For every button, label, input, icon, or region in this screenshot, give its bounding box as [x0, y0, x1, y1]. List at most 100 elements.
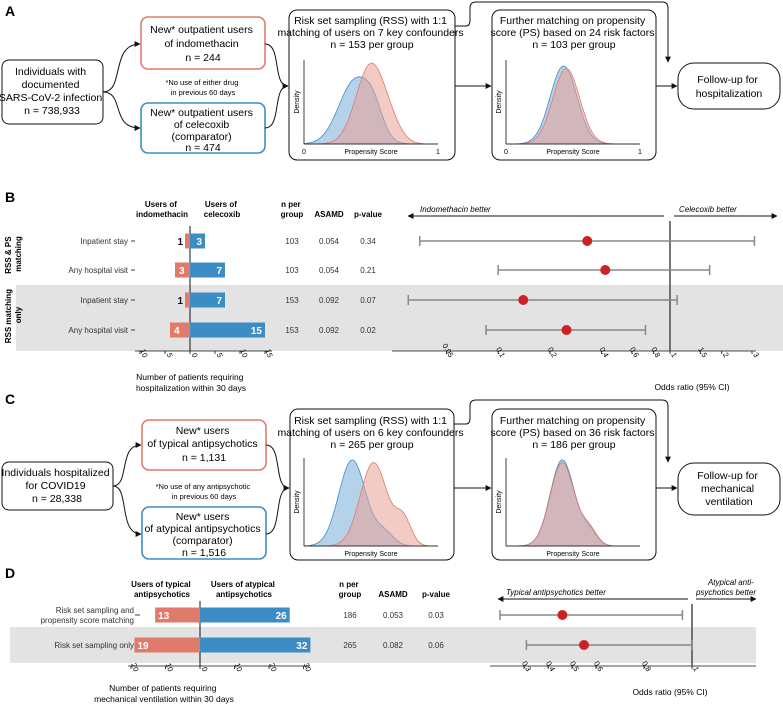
b-row-asamd: 0.092: [319, 296, 340, 305]
b-bar-comparator: [190, 292, 225, 308]
b-rss-only-band: [16, 285, 783, 351]
panel-b-letter: B: [5, 189, 15, 205]
b-bar-tick-label: 10: [138, 348, 149, 359]
d-row-asamd: 0.053: [383, 611, 404, 620]
b-bar-axis-label: Number of patients requiring hospitaliza…: [136, 372, 246, 393]
a-exposure-box: [140, 16, 266, 70]
b-bar-exposure-value: 1: [177, 296, 183, 307]
density-x-label: Propensity Score: [344, 149, 397, 156]
d-bar-tick-label: 20: [267, 662, 278, 673]
density-tick-min: 0: [302, 149, 306, 156]
b-bar-comparator-value: 15: [251, 326, 263, 337]
d-or-tick-label: 1: [691, 665, 701, 673]
d-bar-comparator: [200, 607, 290, 623]
a-arrow-exposure-rss: [264, 43, 289, 89]
b-bar-exposure-value: 4: [174, 326, 180, 337]
panel-d-letter: D: [5, 565, 15, 581]
b-bar-comparator: [190, 233, 205, 249]
d-row-label-line: Risk set sampling and: [56, 606, 134, 615]
b-better-right: Celecoxib better: [679, 205, 737, 214]
a-ps-text: Further matching on propensity score (PS…: [491, 15, 658, 51]
b-bar-comparator-value: 7: [216, 266, 222, 277]
d-or-axis-label: Odds ratio (95% CI): [632, 687, 707, 697]
c-ps-box: [491, 408, 657, 561]
a-rss-density-plot: Density Propensity Score 0 1: [294, 60, 440, 156]
b-row-label: Any hospital visit: [68, 326, 128, 335]
b-or-axis-label: Odds ratio (95% CI): [654, 382, 729, 392]
b-group-label-rss-ps: RSS & PS matching: [4, 234, 23, 274]
b-col-p: p-value: [354, 210, 383, 219]
b-bar-exposure-value: 1: [177, 237, 183, 248]
b-group-label-rss-only: RSS matching only: [4, 287, 23, 343]
b-bar-tick-label: 10: [238, 348, 249, 359]
d-bar-tick-label: 0: [200, 666, 210, 673]
b-row-n: 153: [285, 296, 299, 305]
a-rss-text: Risk set sampling (RSS) with 1:1 matchin…: [277, 15, 466, 51]
b-better-left: Indomethacin better: [420, 205, 491, 214]
d-bar-exposure: [134, 637, 200, 653]
b-or-point: [582, 236, 593, 246]
b-bar-tick-label: 5: [215, 352, 225, 359]
b-row-asamd: 0.092: [319, 326, 340, 335]
c-arrow-comparator-rss: [265, 485, 290, 535]
b-row-label: Inpatient stay: [80, 237, 128, 246]
c-exposure-text: New* users of typical antipsychotics n =…: [147, 425, 260, 464]
b-row-p: 0.07: [360, 296, 376, 305]
a-exposure-text: New* outpatient users of indomethacin n …: [150, 24, 256, 64]
b-col-exposure: Users of indomethacin: [136, 200, 188, 219]
b-row-label: Inpatient stay: [80, 296, 128, 305]
density-tick-min: 0: [504, 149, 508, 156]
b-col-asamd: ASAMD: [314, 210, 344, 219]
c-rss-text: Risk set sampling (RSS) with 1:1 matchin…: [277, 415, 466, 451]
b-bar-comparator-value: 3: [196, 237, 202, 248]
c-ps-density-plot: Density Propensity Score: [496, 458, 640, 558]
density-tick-max: 1: [436, 149, 440, 156]
d-bar-comparator: [200, 637, 311, 653]
a-outcome-text: Follow-up for hospitalization: [696, 74, 763, 100]
b-or-point: [518, 295, 529, 305]
c-rss-density-plot: Density Propensity Score: [294, 458, 438, 558]
d-row-asamd: 0.082: [383, 641, 404, 650]
c-outcome-box: [677, 462, 781, 516]
d-bar-exposure-value: 19: [137, 641, 149, 652]
b-row-p: 0.21: [360, 266, 376, 275]
b-bar-exposure: [185, 292, 190, 308]
b-bar-tick-label: 5: [165, 352, 175, 359]
d-row-label: Risk set sampling only: [54, 641, 134, 650]
density-y-label: Density: [294, 90, 301, 114]
d-col-exposure: Users of typical antipsychotics: [131, 580, 193, 599]
d-row-n: 186: [343, 611, 357, 620]
density-x-label: Propensity Score: [344, 551, 397, 558]
b-bar-tick-label: 15: [263, 348, 274, 359]
a-arrow-bypass: [455, 1, 671, 63]
a-footnote: *No use of either drug in previous 60 da…: [165, 78, 240, 97]
b-bar-exposure: [170, 322, 190, 338]
a-source-text: Individuals with documented SARS-CoV-2 i…: [0, 66, 105, 117]
d-row-p: 0.06: [428, 641, 444, 650]
d-bar-tick-label: 30: [302, 662, 313, 673]
b-bar-comparator: [190, 322, 265, 338]
d-row-label-line: propensity score matching: [41, 616, 134, 625]
density-y-label: Density: [496, 90, 503, 114]
d-col-asamd: ASAMD: [378, 590, 408, 599]
c-comparator-text: New* users of atypical antipsychotics (c…: [144, 511, 263, 559]
d-better-right: Atypical anti- psychotics better: [695, 578, 756, 597]
a-ps-density-plot: Density Propensity Score 0 1: [496, 60, 642, 156]
d-bar-tick-label: 10: [164, 662, 175, 673]
d-col-p: p-value: [422, 590, 451, 599]
d-bar-comparator-value: 26: [276, 611, 288, 622]
b-bar-comparator-value: 7: [216, 296, 222, 307]
d-or-point: [579, 640, 589, 650]
d-bar-comparator-value: 32: [296, 641, 308, 652]
a-comparator-text: New* outpatient users of celecoxib (comp…: [150, 107, 256, 154]
c-arrow-source-comparator: [112, 485, 142, 537]
b-col-n: n per group: [281, 200, 304, 219]
b-or-point: [561, 325, 572, 335]
b-row-n: 153: [285, 326, 299, 335]
panel-c-letter: C: [5, 391, 15, 407]
c-footnote: *No use of any antipsychotic in previous…: [156, 482, 253, 501]
c-arrow-exposure-rss: [265, 444, 290, 491]
d-bar-axis-label: Number of patients requiring mechanical …: [94, 683, 234, 704]
d-row-p: 0.03: [428, 611, 444, 620]
